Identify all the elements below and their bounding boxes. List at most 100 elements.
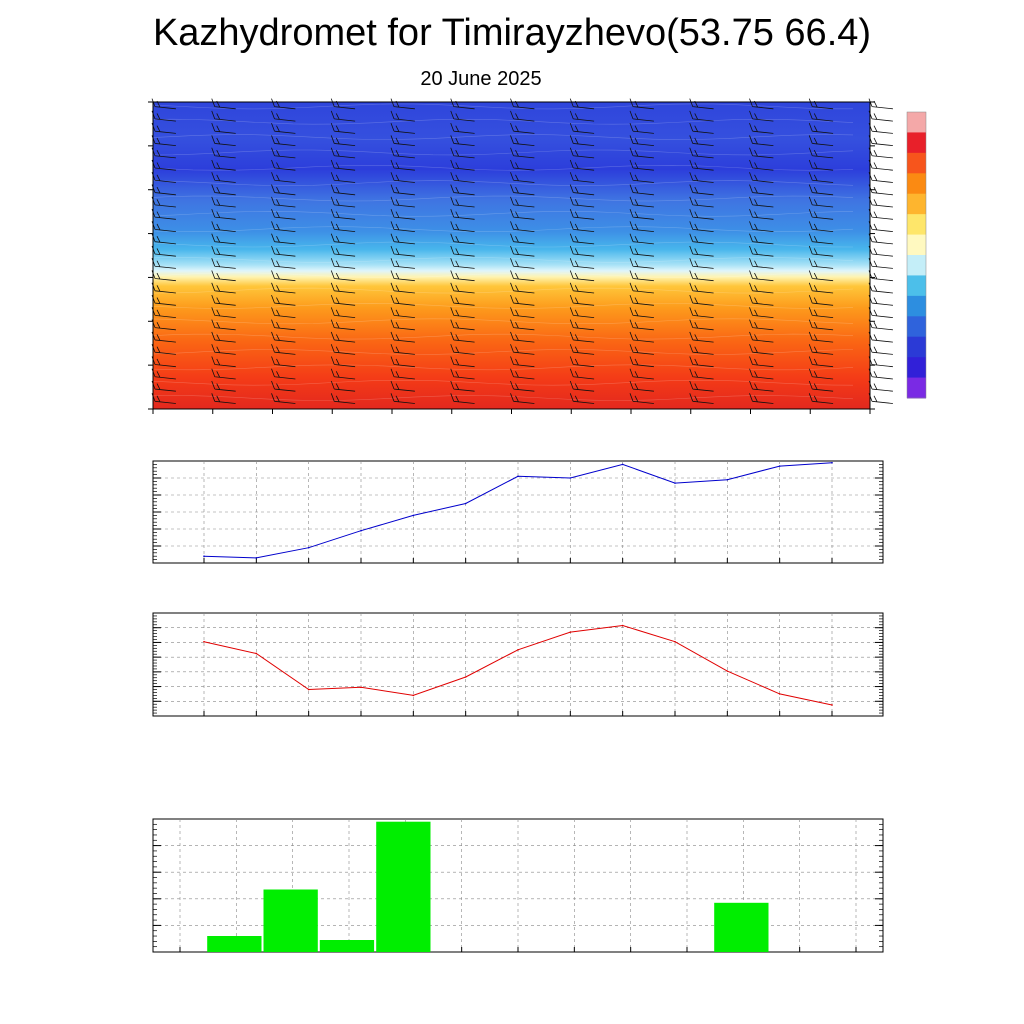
wind-barb bbox=[390, 196, 415, 208]
temp-point bbox=[307, 688, 310, 691]
wind-barb bbox=[808, 393, 834, 404]
wind-barb bbox=[330, 208, 356, 220]
wind-barb bbox=[330, 233, 356, 245]
temp-point bbox=[726, 670, 729, 672]
wind-barb bbox=[211, 221, 236, 232]
wind-barb bbox=[808, 159, 834, 171]
wind-barb bbox=[868, 123, 893, 134]
wind-barb bbox=[868, 159, 893, 171]
wind-barb bbox=[510, 245, 535, 257]
wind-barb bbox=[629, 184, 654, 196]
wind-barb bbox=[390, 258, 415, 269]
wind-barb bbox=[629, 319, 654, 331]
wind-barb bbox=[450, 258, 475, 269]
temp-point bbox=[360, 686, 362, 689]
chart-subtitle: 20 June 2025 bbox=[420, 68, 542, 90]
contour-line bbox=[152, 364, 854, 371]
contour-line bbox=[152, 379, 854, 386]
wind-barb bbox=[271, 135, 296, 146]
contour-line bbox=[152, 149, 854, 156]
temp-point bbox=[517, 648, 519, 651]
wind-barb bbox=[569, 245, 595, 257]
wind-barb bbox=[510, 258, 535, 269]
wind-barb bbox=[569, 294, 595, 306]
wind-barb bbox=[689, 135, 714, 146]
wind-barb bbox=[211, 344, 236, 355]
wind-barb bbox=[271, 331, 296, 343]
contour-line bbox=[152, 287, 854, 294]
wind-barb bbox=[450, 172, 475, 183]
wind-barb bbox=[510, 270, 535, 282]
wind-barb bbox=[211, 356, 236, 368]
precip-bar bbox=[376, 821, 431, 952]
wind-barb bbox=[390, 380, 415, 392]
wind-barb bbox=[330, 344, 356, 355]
wind-barb bbox=[749, 331, 774, 343]
wind-barb bbox=[808, 184, 834, 196]
contour-line bbox=[152, 241, 854, 248]
contour-line bbox=[152, 164, 854, 171]
colorbar-swatch bbox=[907, 132, 926, 154]
wind-barb bbox=[390, 233, 415, 245]
wind-barb bbox=[689, 344, 714, 355]
pmsl-point bbox=[726, 478, 729, 481]
wind-barb bbox=[629, 331, 654, 343]
contour-line bbox=[152, 257, 854, 263]
wind-barb bbox=[868, 110, 893, 122]
wind-barb bbox=[450, 208, 475, 220]
wind-barb bbox=[749, 344, 774, 355]
wind-barb bbox=[330, 319, 356, 331]
wind-barb bbox=[450, 270, 475, 282]
wind-barb bbox=[271, 319, 296, 331]
wind-barb bbox=[749, 208, 774, 220]
wind-barb bbox=[510, 380, 535, 392]
colorbar-frame bbox=[906, 111, 927, 399]
wind-barb bbox=[629, 123, 654, 134]
wind-barb bbox=[390, 270, 415, 282]
wind-barb bbox=[689, 356, 714, 368]
pmsl-point bbox=[778, 465, 781, 467]
wind-barb bbox=[569, 110, 595, 122]
wind-barb bbox=[629, 282, 654, 294]
wind-barb bbox=[868, 393, 893, 404]
wind-barb bbox=[450, 356, 475, 368]
wind-barb bbox=[749, 319, 774, 331]
pmsl-point bbox=[517, 475, 519, 478]
wind-barb bbox=[808, 245, 834, 257]
wind-barb bbox=[390, 208, 415, 220]
wind-barb bbox=[689, 319, 714, 331]
wind-barb bbox=[749, 184, 774, 196]
contour-line bbox=[152, 318, 854, 325]
pmsl-point bbox=[831, 461, 833, 464]
wind-barb bbox=[569, 356, 595, 368]
wind-barb bbox=[510, 331, 535, 343]
wind-barb bbox=[808, 307, 834, 318]
wind-barb bbox=[569, 184, 595, 196]
wind-barb bbox=[510, 393, 535, 404]
wind-barb bbox=[450, 135, 475, 146]
wind-barb bbox=[629, 368, 654, 380]
wind-barb bbox=[689, 147, 714, 159]
wind-barb bbox=[569, 233, 595, 245]
colorbar-swatch bbox=[907, 316, 926, 338]
wind-barb bbox=[450, 196, 475, 208]
wind-barb bbox=[868, 344, 893, 355]
wind-barb bbox=[330, 221, 356, 232]
wind-barb bbox=[510, 123, 535, 134]
wind-barb bbox=[271, 123, 296, 134]
wind-barb bbox=[629, 294, 654, 306]
wind-barb bbox=[749, 307, 774, 318]
wind-barb bbox=[510, 110, 535, 122]
colorbar-swatch bbox=[907, 152, 926, 174]
temperature-field bbox=[153, 102, 870, 409]
wind-barb bbox=[330, 135, 356, 146]
wind-barb bbox=[211, 282, 236, 294]
wind-barb bbox=[510, 282, 535, 294]
colorbar-swatch bbox=[907, 255, 926, 276]
wind-barb bbox=[749, 282, 774, 294]
wind-barb bbox=[450, 110, 475, 122]
wind-barb bbox=[629, 233, 654, 245]
wind-barb bbox=[450, 233, 475, 245]
wind-barb bbox=[808, 331, 834, 343]
temp-point bbox=[464, 676, 467, 678]
